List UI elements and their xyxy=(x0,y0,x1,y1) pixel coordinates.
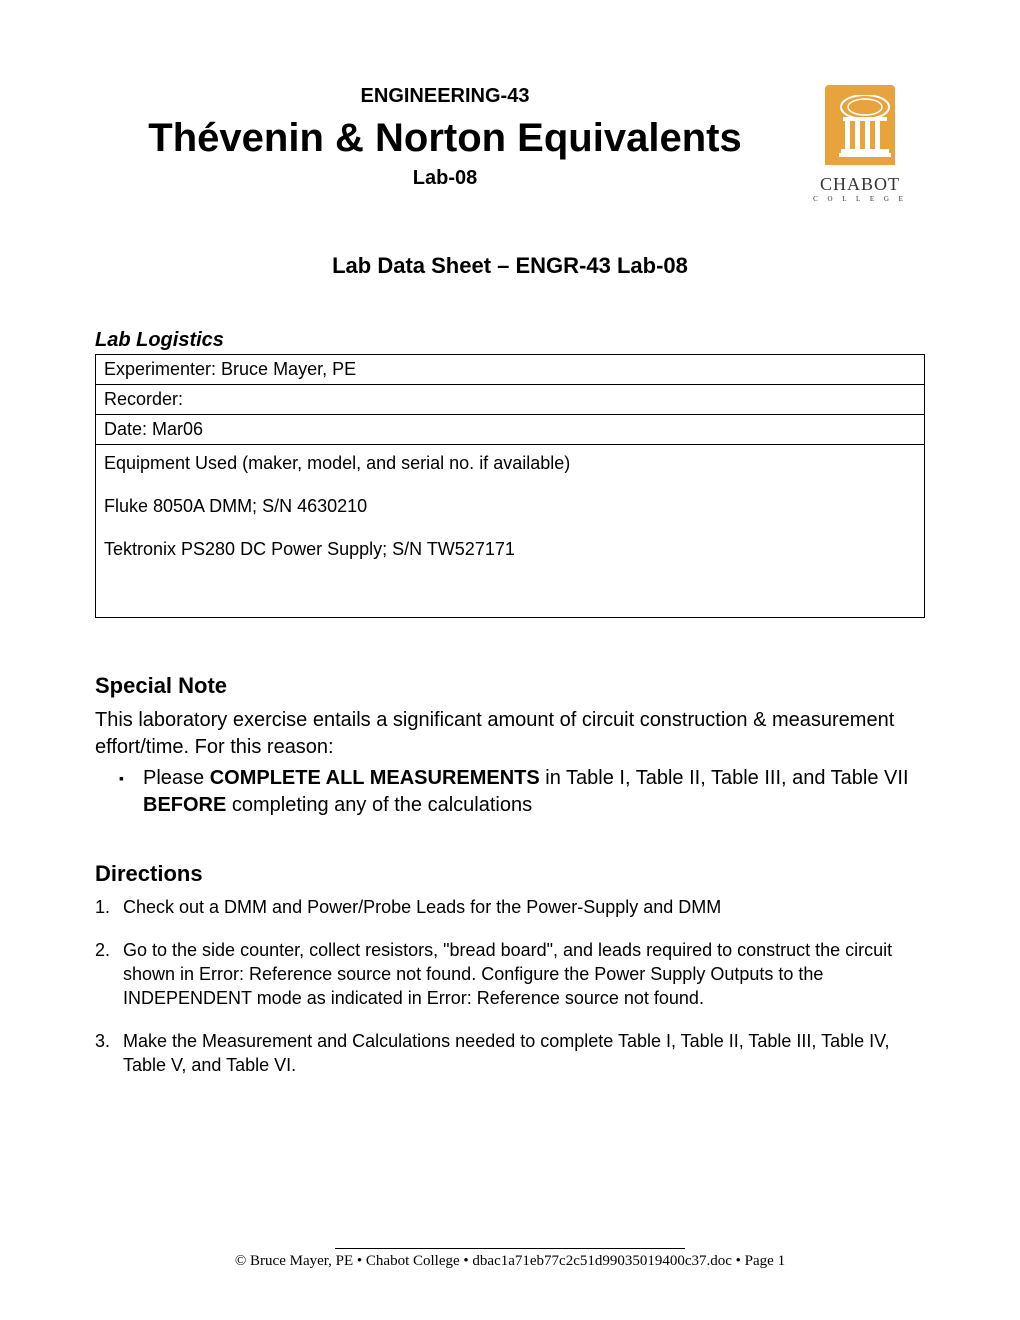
bullet-bold-2: BEFORE xyxy=(143,794,226,816)
main-title: Thévenin & Norton Equivalents xyxy=(95,116,795,161)
lab-code: Lab-08 xyxy=(95,167,795,190)
logo-name: CHABOT xyxy=(795,174,925,195)
table-row: Equipment Used (maker, model, and serial… xyxy=(96,445,925,618)
header-text-block: ENGINEERING-43 Thévenin & Norton Equival… xyxy=(95,80,795,190)
special-note-title: Special Note xyxy=(95,673,925,699)
equipment-label: Equipment Used (maker, model, and serial… xyxy=(104,449,916,478)
bullet-pre: Please xyxy=(143,767,210,789)
sheet-title: Lab Data Sheet – ENGR-43 Lab-08 xyxy=(95,253,925,279)
page-footer: © Bruce Mayer, PE • Chabot College • dba… xyxy=(0,1248,1020,1270)
table-row: Date: Mar06 xyxy=(96,415,925,445)
logistics-title: Lab Logistics xyxy=(95,329,925,352)
course-code: ENGINEERING-43 xyxy=(95,85,795,108)
college-logo: CHABOT C O L L E G E xyxy=(795,80,925,203)
table-row: Recorder: xyxy=(96,385,925,415)
recorder-cell: Recorder: xyxy=(96,385,925,415)
bullet-post: completing any of the calculations xyxy=(226,794,532,816)
direction-item-1: Check out a DMM and Power/Probe Leads fo… xyxy=(123,895,925,919)
building-icon xyxy=(835,95,895,160)
direction-item-2: Go to the side counter, collect resistor… xyxy=(123,938,925,1011)
equipment-item-1: Fluke 8050A DMM; S/N 4630210 xyxy=(104,492,916,521)
special-note-intro: This laboratory exercise entails a signi… xyxy=(95,707,925,761)
direction-item-3: Make the Measurement and Calculations ne… xyxy=(123,1029,925,1078)
logistics-table: Experimenter: Bruce Mayer, PE Recorder: … xyxy=(95,354,925,618)
directions-list: Check out a DMM and Power/Probe Leads fo… xyxy=(95,895,925,1077)
footer-divider xyxy=(335,1248,685,1249)
equipment-item-2: Tektronix PS280 DC Power Supply; S/N TW5… xyxy=(104,535,916,564)
date-cell: Date: Mar06 xyxy=(96,415,925,445)
equipment-cell: Equipment Used (maker, model, and serial… xyxy=(96,445,925,618)
list-item: Please COMPLETE ALL MEASUREMENTS in Tabl… xyxy=(143,765,925,819)
special-note-list: Please COMPLETE ALL MEASUREMENTS in Tabl… xyxy=(95,765,925,819)
experimenter-cell: Experimenter: Bruce Mayer, PE xyxy=(96,355,925,385)
directions-title: Directions xyxy=(95,861,925,887)
bullet-bold-1: COMPLETE ALL MEASUREMENTS xyxy=(210,767,540,789)
footer-text: © Bruce Mayer, PE • Chabot College • dba… xyxy=(235,1253,785,1269)
logo-building-icon xyxy=(810,80,910,170)
header: ENGINEERING-43 Thévenin & Norton Equival… xyxy=(95,80,925,203)
table-row: Experimenter: Bruce Mayer, PE xyxy=(96,355,925,385)
logo-subtitle: C O L L E G E xyxy=(795,195,925,203)
bullet-mid: in Table I, Table II, Table III, and Tab… xyxy=(540,767,909,789)
